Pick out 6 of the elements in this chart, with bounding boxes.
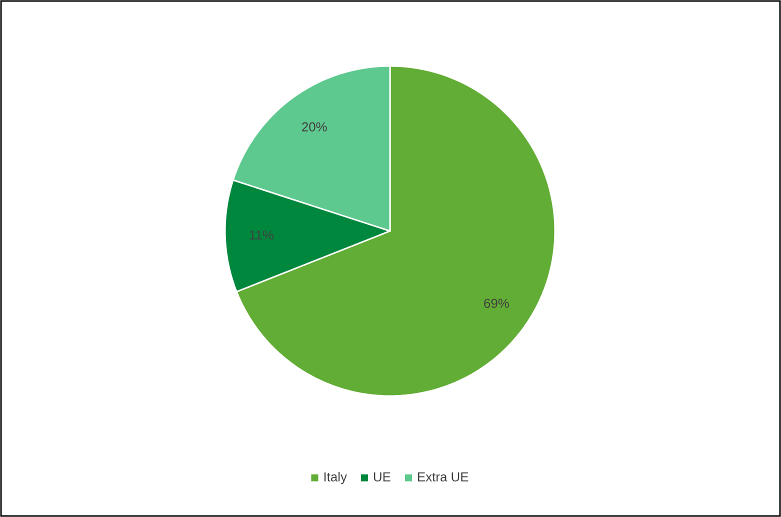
data-label: 20% [302,122,327,132]
legend-label: UE [374,472,390,482]
data-label: 69% [484,298,509,308]
legend-label: Extra UE [418,472,468,482]
data-label: 11% [250,230,274,240]
legend-label: Italy [324,472,347,484]
